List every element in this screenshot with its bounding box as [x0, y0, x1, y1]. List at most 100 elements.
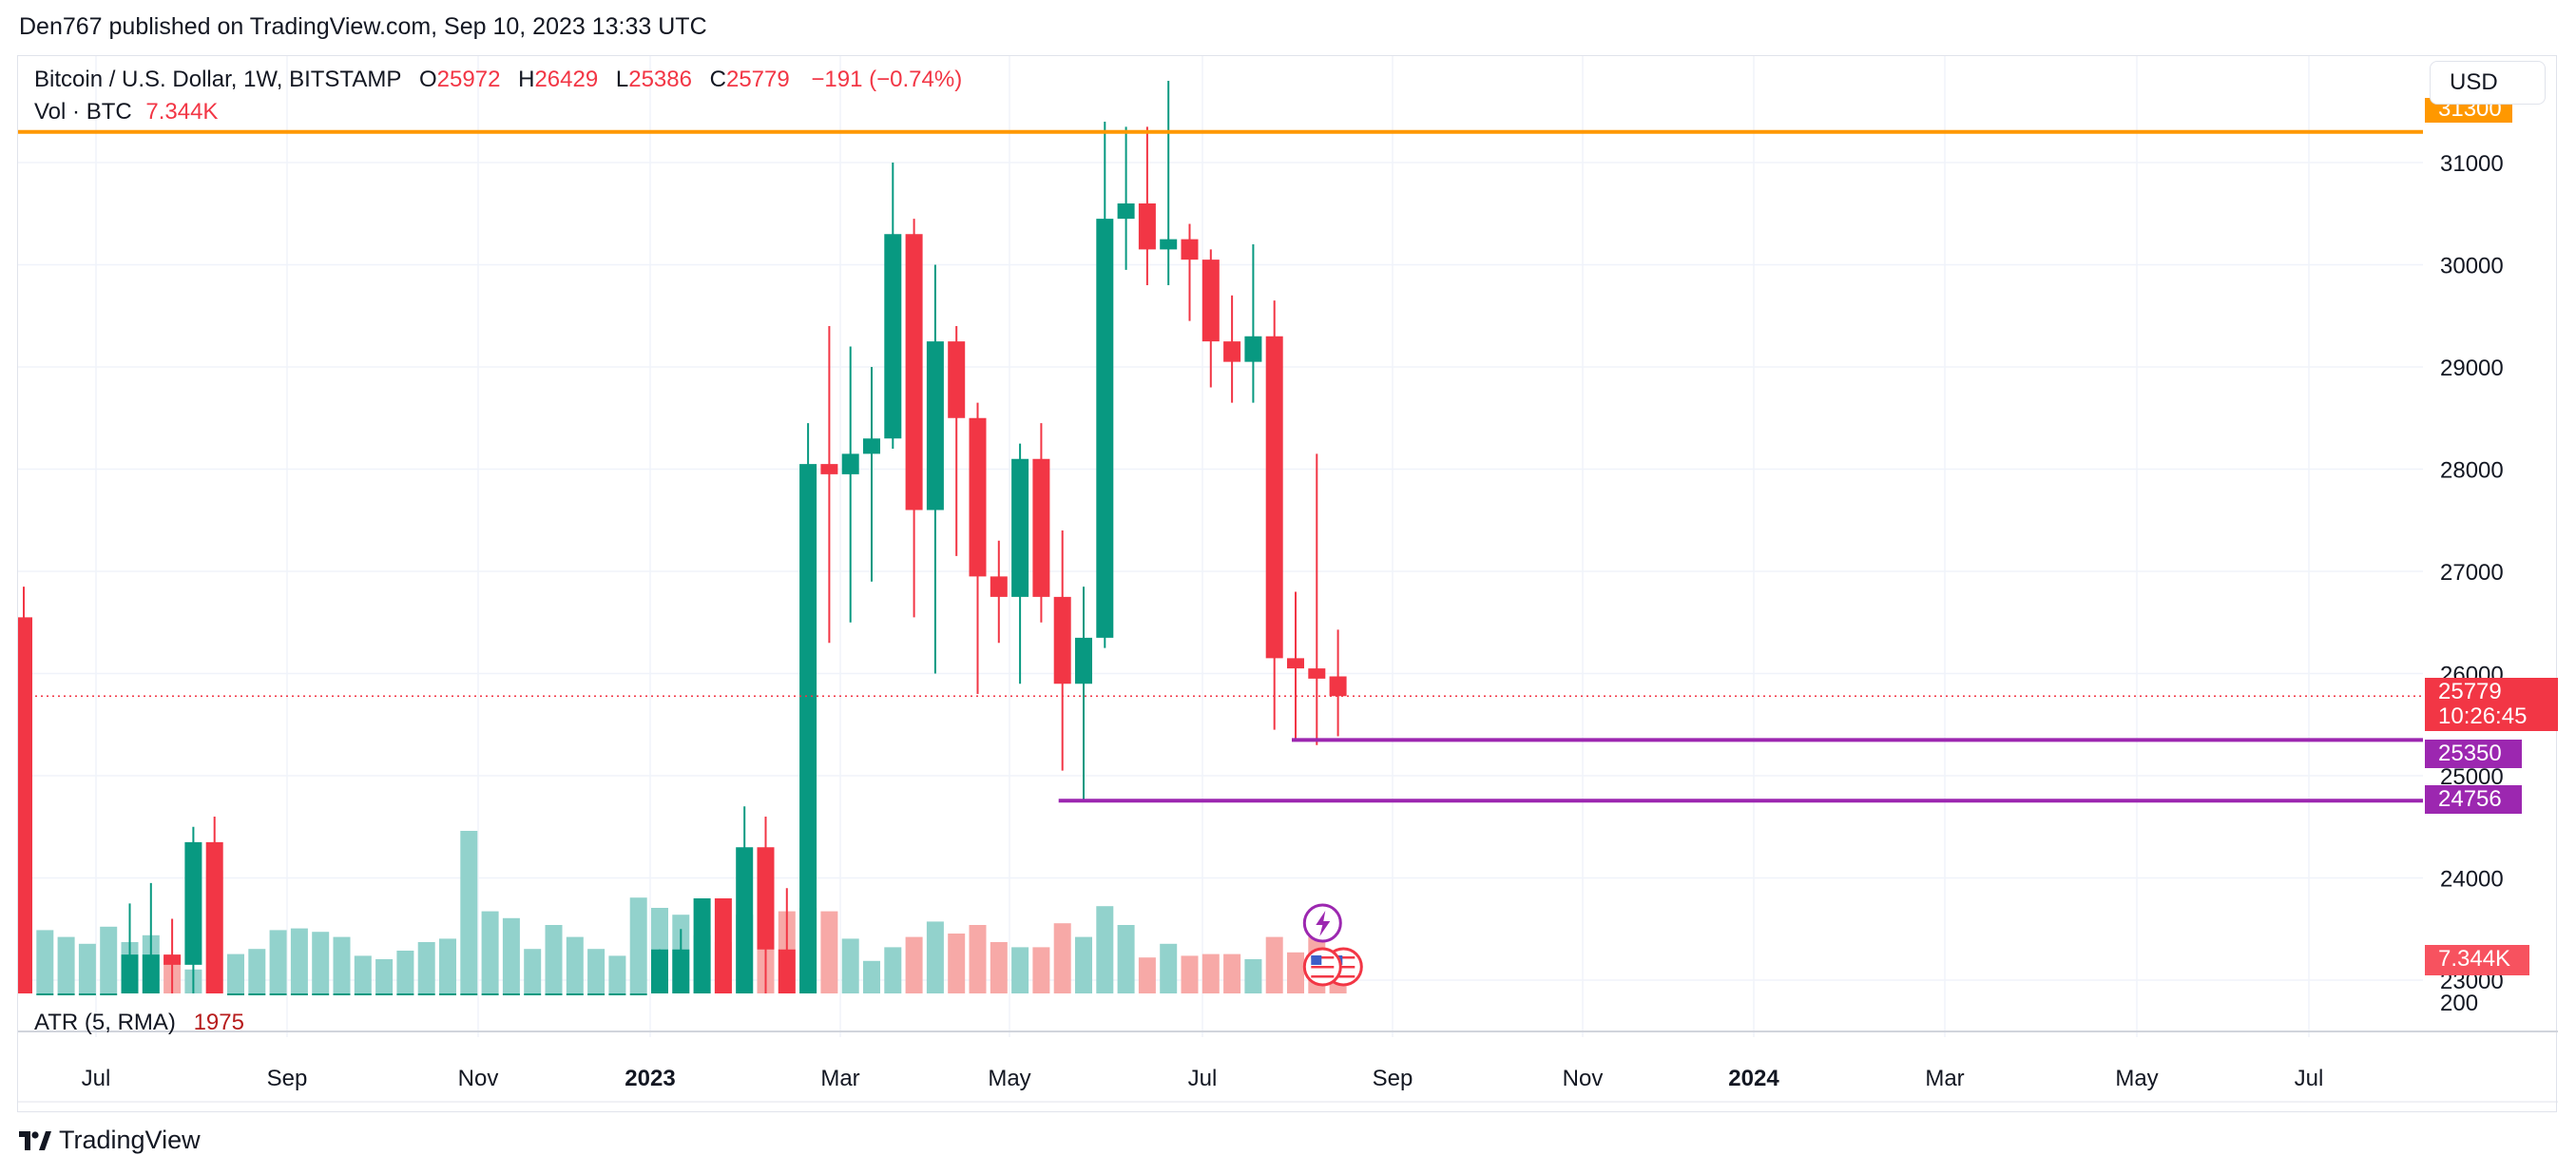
candlestick-chart[interactable]: 2300024000250002600027000280002900030000…	[18, 56, 2558, 1113]
candle[interactable]	[799, 464, 817, 993]
candle[interactable]	[948, 341, 966, 418]
candle[interactable]	[1138, 203, 1156, 250]
candle[interactable]	[269, 993, 287, 995]
volume-bar	[1244, 959, 1262, 993]
candle[interactable]	[460, 993, 478, 995]
volume-legend[interactable]: Vol · BTC 7.344K	[34, 99, 218, 125]
candle[interactable]	[629, 993, 647, 995]
atr-legend[interactable]: ATR (5, RMA) 1975	[34, 1010, 244, 1036]
volume-bar	[333, 936, 351, 993]
candle[interactable]	[1287, 658, 1304, 669]
candle[interactable]	[672, 949, 690, 993]
candle[interactable]	[375, 993, 394, 995]
candle[interactable]	[481, 993, 499, 995]
candle[interactable]	[36, 993, 54, 995]
volume-bar	[863, 960, 880, 993]
candle[interactable]	[693, 898, 711, 993]
candle[interactable]	[1223, 341, 1241, 362]
candle[interactable]	[417, 993, 435, 995]
volume-bar	[884, 947, 902, 993]
volume-bar	[269, 930, 287, 993]
candle[interactable]	[142, 954, 160, 993]
candle[interactable]	[1265, 336, 1283, 659]
volume-bar	[396, 951, 414, 993]
volume-bar	[969, 925, 987, 993]
candle[interactable]	[100, 993, 118, 995]
low-value: 25386	[628, 67, 692, 92]
candle[interactable]	[1308, 668, 1326, 679]
candle[interactable]	[1075, 637, 1092, 684]
candle[interactable]	[608, 993, 626, 995]
currency-button[interactable]: USD	[2430, 61, 2546, 105]
x-axis-tick-label: Sep	[267, 1066, 308, 1091]
candle[interactable]	[184, 841, 202, 965]
candle[interactable]	[587, 993, 606, 995]
candle[interactable]	[926, 341, 944, 510]
candle[interactable]	[566, 993, 584, 995]
candle[interactable]	[439, 993, 456, 995]
candle[interactable]	[1181, 239, 1199, 260]
tradingview-logo-icon	[19, 1130, 51, 1150]
volume-bar	[1011, 947, 1029, 993]
candle[interactable]	[1117, 203, 1135, 220]
candle[interactable]	[757, 847, 775, 950]
chart-pane[interactable]: 23000 24000 25000 26000 27000 28000 29000 30000…	[17, 55, 2558, 1113]
x-axis-tick-label: 2023	[625, 1066, 675, 1091]
candle[interactable]	[714, 898, 732, 993]
volume-label[interactable]: Vol · BTC	[34, 99, 132, 125]
candle[interactable]	[736, 847, 754, 993]
y-axis-tick-label: 30000	[2440, 254, 2504, 279]
candle[interactable]	[290, 993, 308, 995]
volume-bar	[354, 955, 372, 993]
candle[interactable]	[1096, 219, 1114, 638]
symbol-title[interactable]: Bitcoin / U.S. Dollar, 1W, BITSTAMP	[34, 67, 402, 92]
candle[interactable]	[1160, 239, 1178, 250]
tradingview-logo[interactable]: TradingView	[19, 1126, 201, 1155]
candle[interactable]	[1329, 676, 1347, 697]
candle[interactable]	[78, 993, 96, 995]
candle[interactable]	[312, 993, 330, 995]
candle[interactable]	[524, 993, 542, 995]
candle[interactable]	[57, 993, 75, 995]
candle[interactable]	[248, 993, 266, 995]
volume-bar	[417, 942, 435, 993]
candle[interactable]	[1053, 596, 1071, 684]
candle[interactable]	[545, 993, 563, 995]
volume-price-label: 7.344K	[2425, 945, 2529, 975]
candle[interactable]	[333, 993, 351, 995]
candle[interactable]	[820, 464, 838, 474]
volume-bar	[990, 942, 1008, 993]
candle[interactable]	[18, 617, 32, 993]
candle[interactable]	[905, 234, 923, 510]
candle[interactable]	[990, 576, 1008, 597]
candle[interactable]	[1201, 260, 1220, 342]
candle[interactable]	[778, 949, 796, 993]
candle[interactable]	[502, 993, 520, 995]
candle[interactable]	[227, 993, 244, 995]
bar-countdown: 10:26:45	[2438, 703, 2528, 729]
candle[interactable]	[1244, 336, 1262, 362]
volume-bar	[608, 955, 626, 993]
change-value: −191 (−0.74%)	[811, 67, 963, 92]
candle[interactable]	[969, 417, 987, 577]
tradingview-logo-text: TradingView	[59, 1126, 201, 1154]
volume-bar	[375, 959, 394, 993]
candle[interactable]	[396, 993, 414, 995]
atr-axis-tick-label: 200	[2440, 991, 2478, 1016]
candle[interactable]	[863, 438, 880, 454]
candle[interactable]	[121, 954, 139, 993]
candle[interactable]	[163, 954, 182, 965]
volume-bar	[1265, 936, 1283, 993]
x-axis-tick-label: 2024	[1728, 1066, 1779, 1091]
candle[interactable]	[884, 234, 902, 439]
candle[interactable]	[1032, 458, 1050, 597]
candle[interactable]	[651, 949, 668, 993]
candle[interactable]	[841, 453, 859, 474]
symbol-legend[interactable]: Bitcoin / U.S. Dollar, 1W, BITSTAMP O259…	[34, 67, 966, 93]
candle[interactable]	[205, 841, 223, 993]
candle[interactable]	[1011, 458, 1029, 597]
atr-label[interactable]: ATR (5, RMA)	[34, 1010, 176, 1035]
candle[interactable]	[354, 993, 372, 995]
y-axis-tick-label: 28000	[2440, 458, 2504, 484]
x-axis-tick-label: Nov	[1563, 1066, 1604, 1091]
